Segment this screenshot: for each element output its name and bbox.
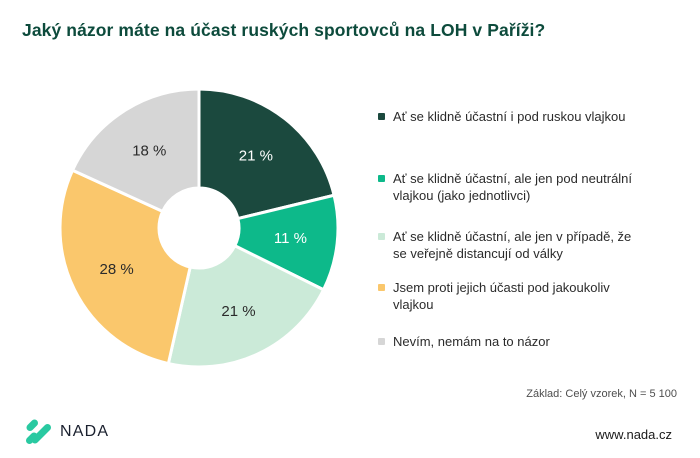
chart-title: Jaký názor máte na účast ruských sportov… [22,20,546,40]
legend-swatch-icon [378,233,385,240]
brand-name: NADA [60,422,110,440]
legend-item-no-opinion: Nevím, nemám na to názor [378,333,658,350]
chart-legend: Ať se klidně účastní i pod ruskou vlajko… [378,100,658,350]
slice-value-label-3: 28 % [99,261,133,278]
slice-value-label-4: 18 % [132,143,166,160]
sample-base-note: Základ: Celý vzorek, N = 5 100 [526,388,677,400]
legend-label: Ať se klidně účastní, ale jen pod neutrá… [393,171,633,203]
donut-slice-2 [166,244,326,369]
nada-logo: NADA [24,417,109,446]
donut-slice-3 [58,168,192,366]
legend-label: Nevím, nemám na to názor [393,334,550,349]
legend-swatch-icon [378,113,385,120]
legend-label: Jsem proti jejich účasti pod jakoukoliv … [393,280,610,312]
legend-label: Ať se klidně účastní i pod ruskou vlajko… [393,109,626,124]
legend-item-against-any-flag: Jsem proti jejich účasti pod jakoukoliv … [378,279,658,313]
legend-item-neutral-flag: Ať se klidně účastní, ale jen pod neutrá… [378,170,658,204]
legend-item-russian-flag: Ať se klidně účastní i pod ruskou vlajko… [378,108,658,125]
legend-label: Ať se klidně účastní, ale jen v případě,… [393,229,632,261]
donut-slice-4 [71,87,201,213]
legend-swatch-icon [378,175,385,182]
donut-chart: 21 % 11 % 21 % 28 % 18 % [58,87,340,369]
slice-value-label-0: 21 % [239,148,273,165]
donut-slice-0 [197,87,336,221]
slice-value-label-2: 21 % [221,303,255,320]
legend-swatch-icon [378,338,385,345]
legend-item-distance-from-war: Ať se klidně účastní, ale jen v případě,… [378,228,658,262]
website-url: www.nada.cz [595,427,672,442]
slice-value-label-1: 11 % [274,230,307,247]
nada-logo-icon [26,419,51,444]
legend-swatch-icon [378,284,385,291]
